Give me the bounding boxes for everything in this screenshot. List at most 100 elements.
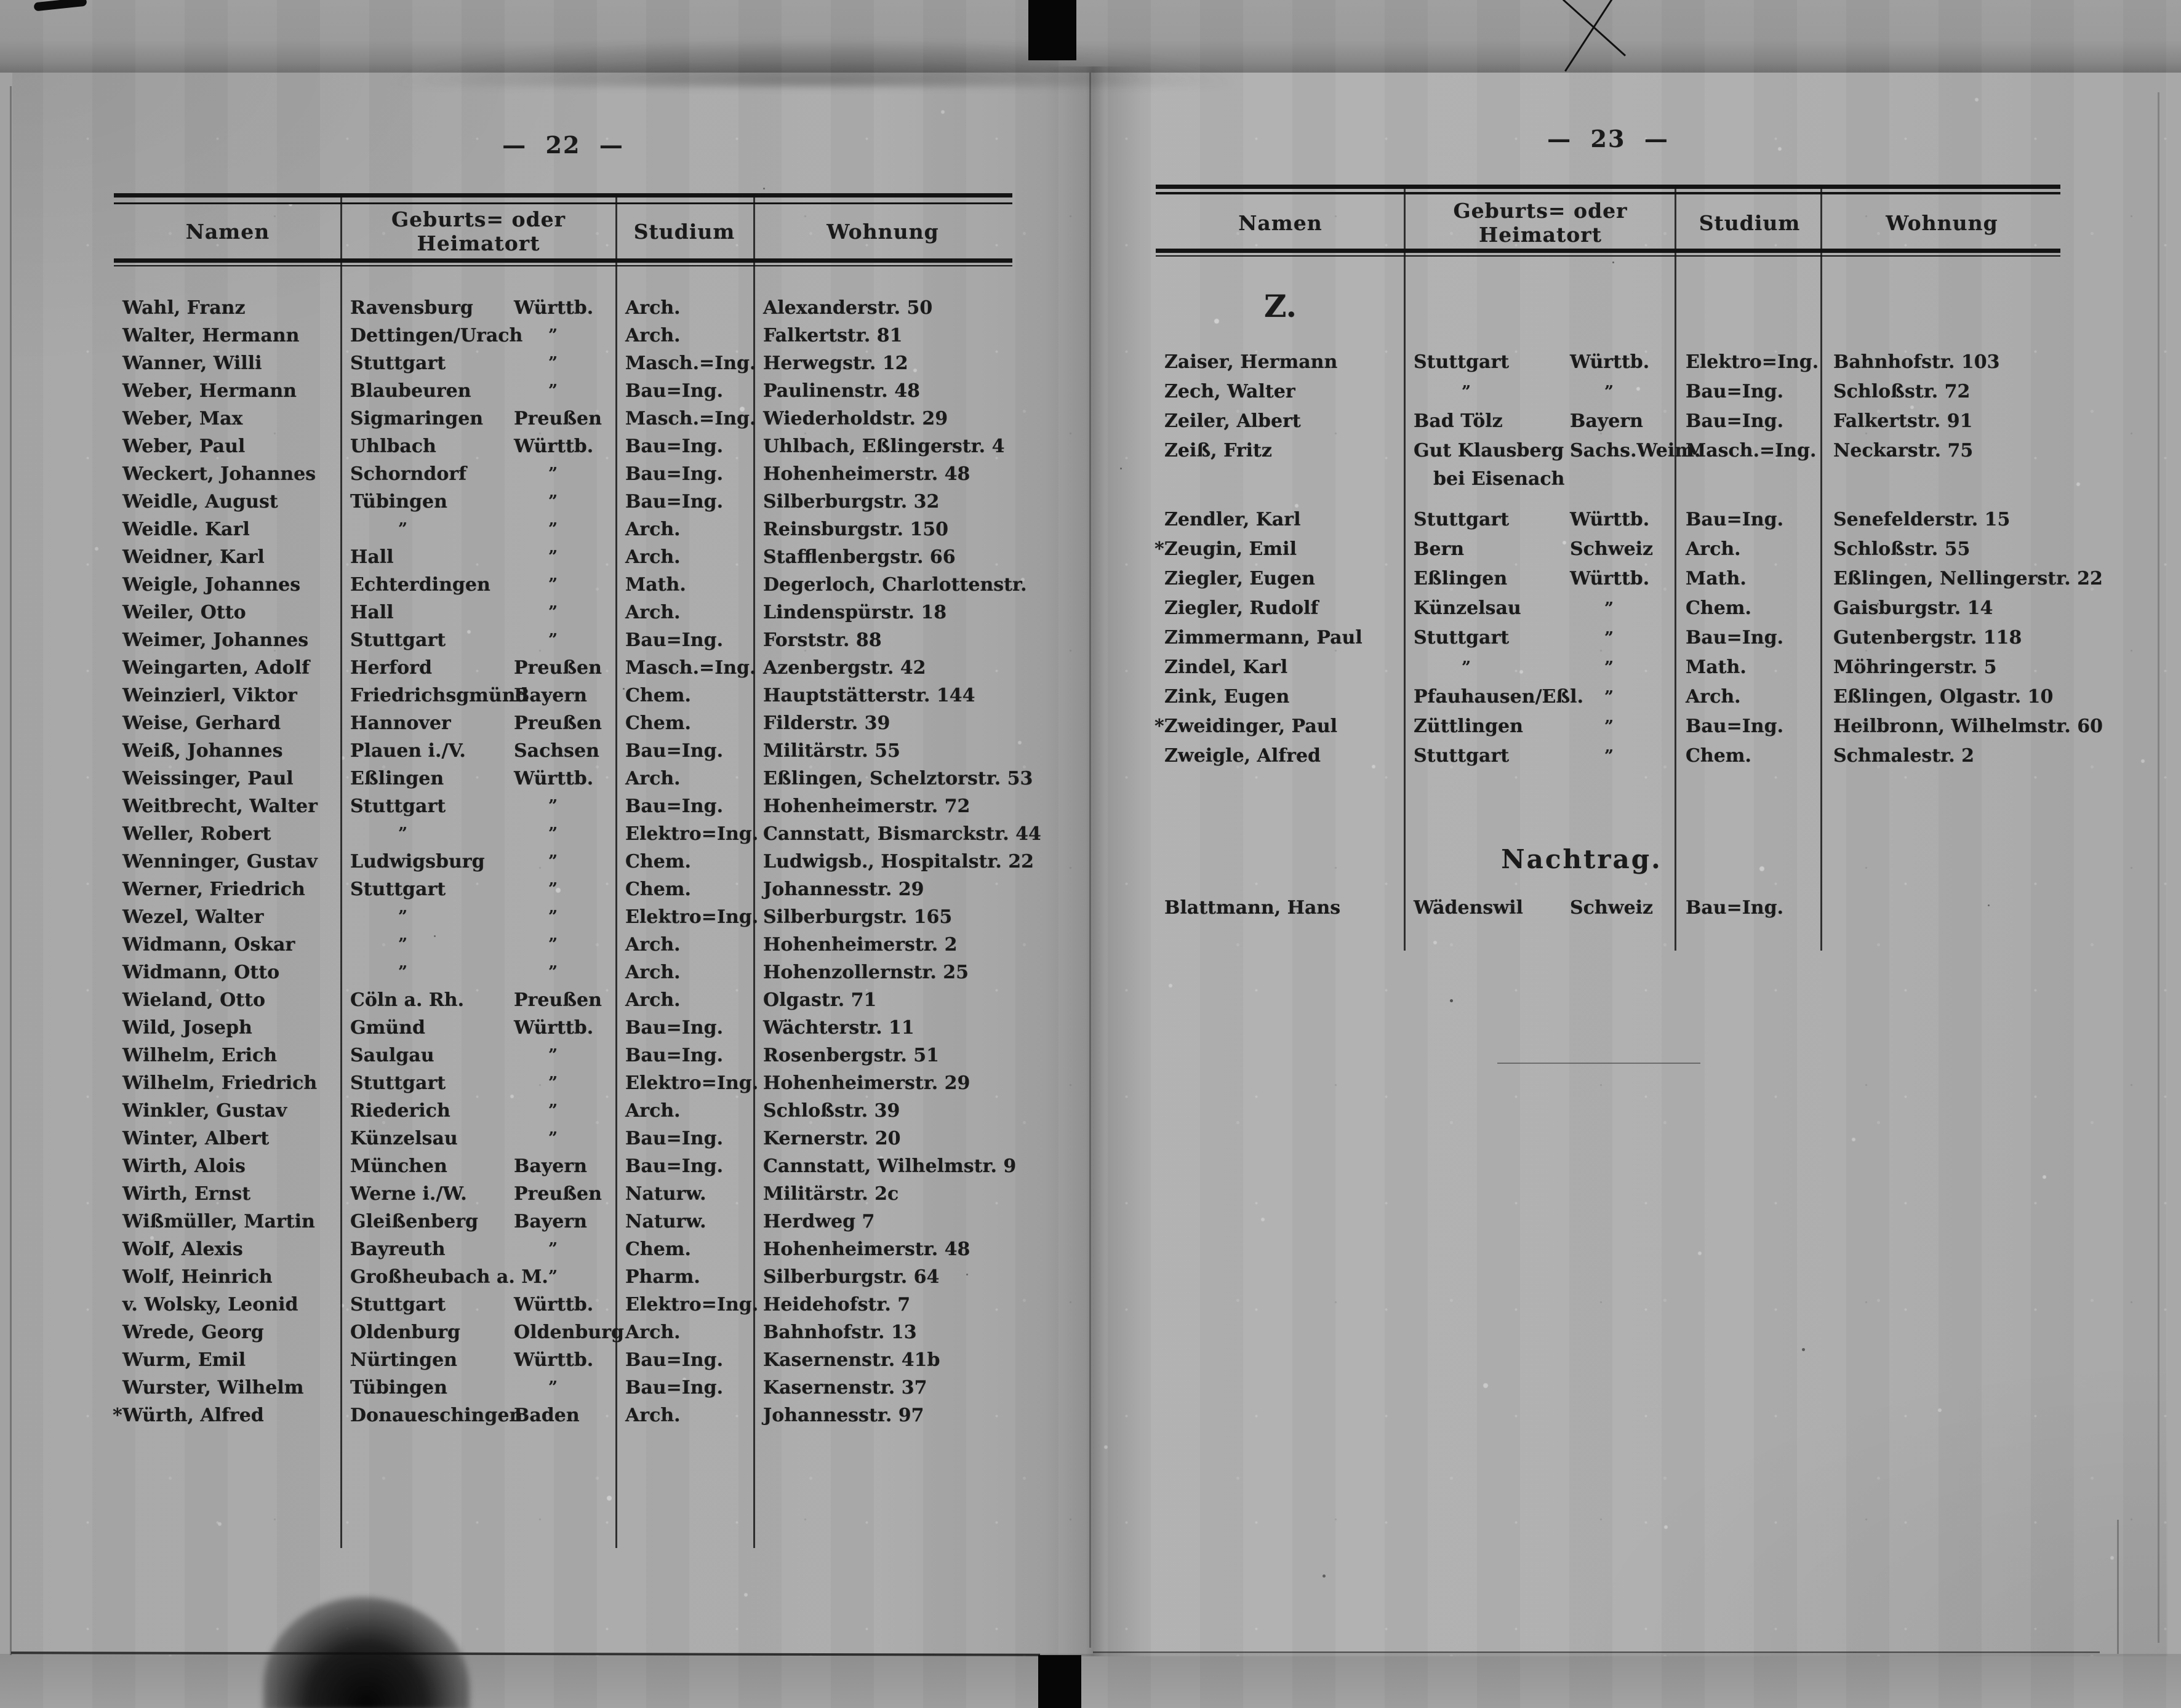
student-name: Ziegler, Eugen <box>1164 568 1315 589</box>
address: Schloßstr. 72 <box>1833 381 1971 402</box>
student-name: Wolf, Heinrich <box>122 1266 273 1288</box>
student-name: v. Wolsky, Leonid <box>122 1294 298 1315</box>
study-field: Chem. <box>625 685 691 706</box>
origin-cell: Stuttgart ” <box>342 1069 615 1097</box>
study-field: Masch.=Ing. <box>625 353 756 374</box>
table-row: Weckert, Johannes Schorndorf ” Bau=Ing. Hohe… <box>114 460 1012 488</box>
student-name: Blattmann, Hans <box>1164 897 1341 919</box>
right-page-edge-line <box>2158 92 2159 1643</box>
student-name: Weber, Max <box>122 408 243 429</box>
origin-cell: Eßlingen Württb. <box>342 765 615 792</box>
student-name: Wenninger, Gustav <box>122 851 318 872</box>
ditto-mark: ” <box>548 1240 558 1258</box>
origin-cell: Stuttgart ” <box>1405 741 1676 771</box>
study-field: Arch. <box>1686 686 1741 708</box>
student-name: Weidner, Karl <box>122 546 265 568</box>
origin-city: Werne i./W. <box>350 1183 467 1205</box>
study-field: Bau=Ing. <box>625 463 724 485</box>
student-name: Wilhelm, Friedrich <box>122 1072 318 1094</box>
study-field: Bau=Ing. <box>625 1128 724 1149</box>
origin-cell: Eßlingen Württb. <box>1405 564 1676 594</box>
origin-state: Württb. <box>514 1349 594 1371</box>
origin-state: Württb. <box>514 768 594 789</box>
table-row: Walter, Hermann Dettingen/Urach ” Arch. Falk… <box>114 322 1012 349</box>
header-bottom-rule-thin <box>1156 255 2060 257</box>
origin-state: Württb. <box>514 297 594 319</box>
study-field: Chem. <box>625 851 691 872</box>
study-field: Arch. <box>625 962 681 983</box>
student-name: Wahl, Franz <box>122 297 246 319</box>
origin-cell: Uhlbach Württb. <box>342 433 615 460</box>
address: Kasernenstr. 41b <box>763 1349 940 1371</box>
origin-state: Schweiz <box>1570 897 1654 919</box>
header-bottom-rule-thin <box>114 265 1012 266</box>
student-name: Widmann, Oskar <box>122 934 295 956</box>
origin-city: Stuttgart <box>1414 351 1510 373</box>
table-row: Ziegler, Eugen Eßlingen Württb. Math. Eßling… <box>1156 564 2103 594</box>
study-field: Elektro=Ing. <box>625 823 759 845</box>
student-name: Weinzierl, Viktor <box>122 685 297 706</box>
address: Kernerstr. 20 <box>763 1128 901 1149</box>
ditto-mark: ” <box>1604 658 1614 677</box>
study-field: Masch.=Ing. <box>625 408 756 429</box>
student-name: Zink, Eugen <box>1164 686 1290 708</box>
table-row: Wezel, Walter”” Elektro=Ing. Silberburgstr… <box>114 903 1012 931</box>
ditto-mark: ” <box>398 935 407 954</box>
student-name: Zeiß, Fritz <box>1164 440 1272 461</box>
table-row: Wurster, Wilhelm Tübingen ” Bau=Ing. Kaserne… <box>114 1374 1012 1402</box>
origin-cell: ”” <box>342 903 615 931</box>
address: Rosenbergstr. 51 <box>763 1045 940 1066</box>
student-name: Werner, Friedrich <box>122 879 305 900</box>
student-name: Weber, Hermann <box>122 380 297 402</box>
table-row: Zendler, Karl Stuttgart Württb. Bau=Ing. Sen… <box>1156 505 2060 535</box>
origin-city: Stuttgart <box>350 1072 446 1094</box>
student-name: Winter, Albert <box>122 1128 270 1149</box>
origin-cell: Stuttgart Württb. <box>342 1291 615 1319</box>
origin-city: Stuttgart <box>350 1294 446 1315</box>
origin-state: Preußen <box>514 712 602 734</box>
origin-city: Saulgau <box>350 1045 434 1066</box>
ditto-mark: ” <box>548 575 558 594</box>
study-field: Chem. <box>1686 597 1751 619</box>
origin-state: Preußen <box>514 657 602 679</box>
table-row: Weise, Gerhard Hannover Preußen Chem. Filder… <box>114 709 1012 737</box>
table-row: Weimer, Johannes Stuttgart ” Bau=Ing. Forsts… <box>114 626 1012 654</box>
address: Militärstr. 2c <box>763 1183 899 1205</box>
page-top-shadow <box>382 37 1243 86</box>
table-row: Weber, Paul Uhlbach Württb. Bau=Ing. Uhlbach… <box>114 433 1012 460</box>
address: Möhringerstr. 5 <box>1833 656 1997 678</box>
origin-cell: Wädenswil Schweiz <box>1405 893 1676 923</box>
student-name: Zindel, Karl <box>1164 656 1288 678</box>
origin-state: Württb. <box>1570 568 1650 589</box>
student-name: Weiß, Johannes <box>122 740 283 762</box>
address: Azenbergstr. 42 <box>763 657 926 679</box>
origin-state: Württb. <box>514 436 594 457</box>
student-name: Ziegler, Rudolf <box>1164 597 1319 619</box>
study-field: Naturw. <box>625 1211 706 1232</box>
column-header-wohnung: Wohnung <box>826 219 939 244</box>
address: Herdweg 7 <box>763 1211 875 1232</box>
address: Hauptstätterstr. 144 <box>763 685 975 706</box>
table-row: Wolf, Alexis Bayreuth ” Chem. Hohenheimerstr… <box>114 1235 1012 1263</box>
column-divider <box>340 194 342 1548</box>
origin-cell: Stuttgart Württb. <box>1405 348 1676 377</box>
study-field: Bau=Ing. <box>625 1017 724 1039</box>
student-name: Wanner, Willi <box>122 353 262 374</box>
origin-cell: Saulgau ” <box>342 1042 615 1069</box>
address: Lindenspürstr. 18 <box>763 602 947 623</box>
origin-state: Baden <box>514 1405 580 1426</box>
ditto-mark: ” <box>548 465 558 483</box>
study-field: Arch. <box>1686 538 1741 560</box>
student-name: Widmann, Otto <box>122 962 280 983</box>
origin-cell: Herford Preußen <box>342 654 615 682</box>
origin-cell: Gut Klausberg Sachs.Weim. bei Eisenach <box>1405 436 1700 490</box>
nachtrag-table-body: Blattmann, Hans Wädenswil Schweiz Bau=Ing. <box>1156 893 2060 923</box>
origin-city: Hall <box>350 602 394 623</box>
study-field: Arch. <box>625 934 681 956</box>
ditto-mark: ” <box>548 548 558 566</box>
address: Wiederholdstr. 29 <box>763 408 948 429</box>
student-name: Weitbrecht, Walter <box>122 796 318 817</box>
origin-cell: Künzelsau ” <box>1405 594 1676 623</box>
